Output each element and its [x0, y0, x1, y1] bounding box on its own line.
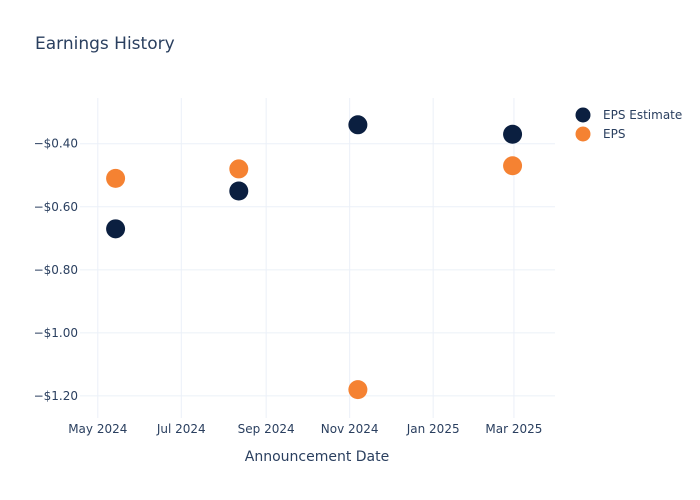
y-axis-ticks: −$0.40 −$0.60 −$0.80 −$1.00 −$1.20	[34, 137, 78, 403]
y-tick-label: −$1.00	[34, 326, 78, 340]
x-tick-label: May 2024	[68, 422, 127, 436]
data-points	[106, 115, 523, 400]
x-tick-label: Nov 2024	[321, 422, 379, 436]
grid	[80, 98, 555, 418]
x-tick-label: Mar 2025	[485, 422, 542, 436]
data-point[interactable]	[106, 219, 126, 239]
y-tick-label: −$0.40	[34, 137, 78, 151]
data-point[interactable]	[503, 124, 523, 144]
data-point[interactable]	[229, 181, 249, 201]
x-tick-label: Sep 2024	[238, 422, 295, 436]
data-point[interactable]	[348, 115, 368, 135]
data-point[interactable]	[348, 380, 368, 400]
y-tick-label: −$0.60	[34, 200, 78, 214]
data-point[interactable]	[106, 168, 126, 188]
y-tick-label: −$0.80	[34, 263, 78, 277]
chart-title: Earnings History	[35, 34, 175, 54]
x-axis-ticks: May 2024 Jul 2024 Sep 2024 Nov 2024 Jan 2025…	[68, 422, 542, 436]
legend-item[interactable]: EPS Estimate	[575, 107, 683, 123]
legend[interactable]: EPS Estimate EPS	[575, 107, 683, 142]
series-eps	[106, 156, 523, 400]
data-point[interactable]	[229, 159, 249, 179]
series-eps-estimate	[106, 115, 523, 239]
legend-item[interactable]: EPS	[575, 126, 626, 142]
legend-label: EPS Estimate	[603, 108, 682, 122]
x-tick-label: Jan 2025	[406, 422, 460, 436]
x-tick-label: Jul 2024	[156, 422, 206, 436]
y-tick-label: −$1.20	[34, 389, 78, 403]
legend-marker	[575, 126, 591, 142]
legend-marker	[575, 107, 591, 123]
legend-label: EPS	[603, 127, 625, 141]
x-axis-title: Announcement Date	[245, 449, 389, 465]
data-point[interactable]	[503, 156, 523, 176]
